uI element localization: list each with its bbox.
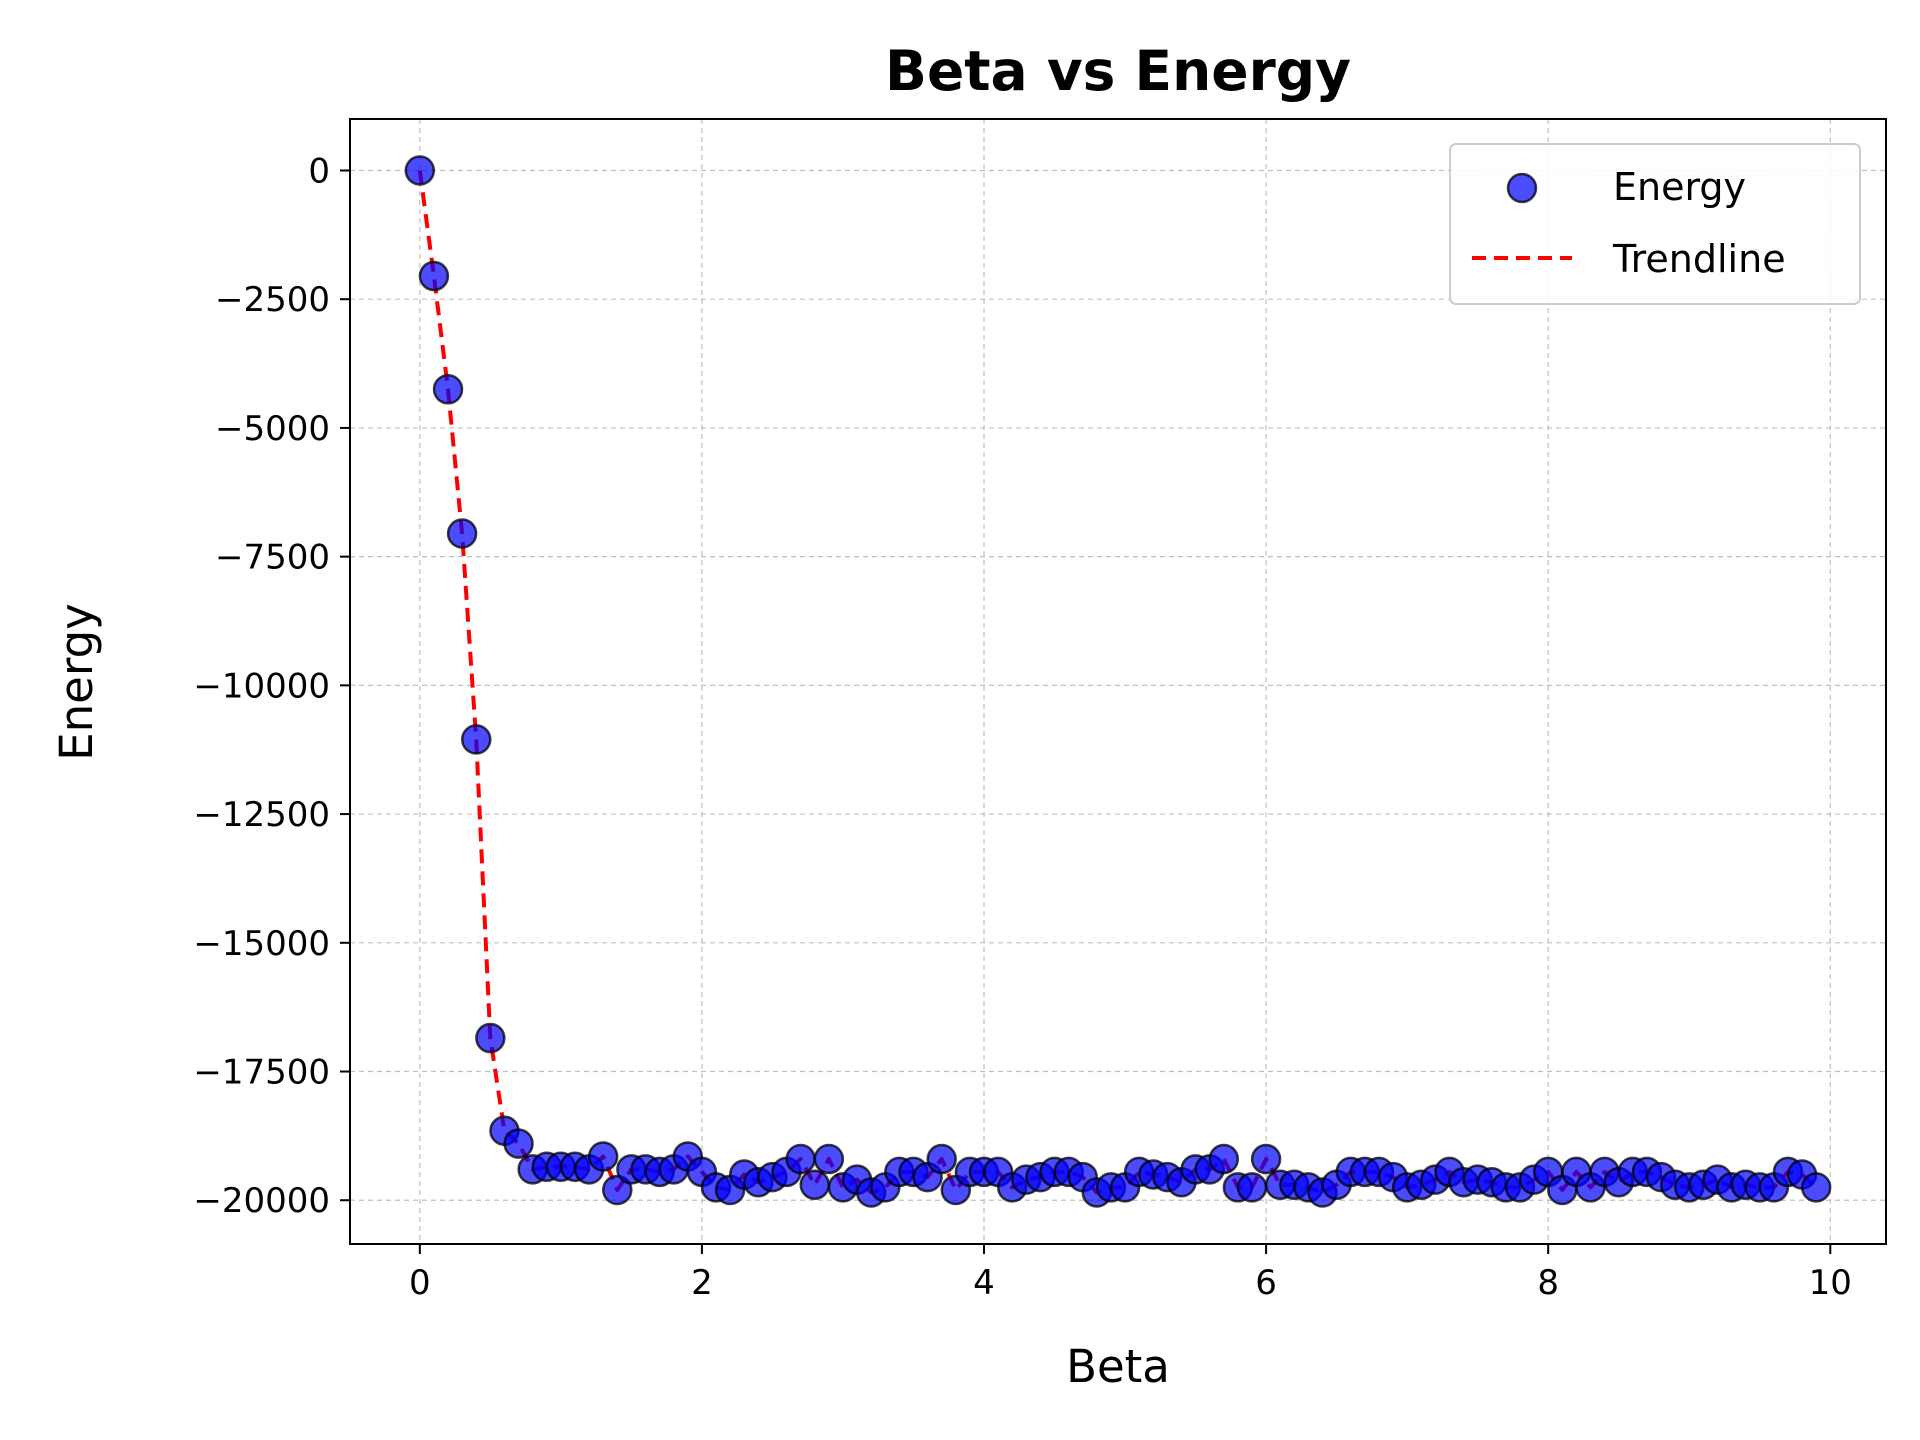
scatter-point [587, 1141, 619, 1172]
y-axis-label: Energy [50, 603, 103, 761]
y-axis-ticks: 0 −2500 −5000 −7500 −10000 −12500 −15000 −17500… [193, 151, 350, 1221]
legend-energy-label: Energy [1613, 165, 1746, 209]
x-tick-label: 0 [409, 1263, 431, 1303]
x-axis-label: Beta [1066, 1340, 1170, 1393]
x-tick-label: 2 [691, 1263, 713, 1303]
y-tick-label: −2500 [215, 280, 330, 320]
x-tick-label: 4 [973, 1263, 995, 1303]
y-tick-label: −20000 [193, 1181, 330, 1221]
scatter-layer [404, 155, 1832, 1208]
scatter-point [432, 374, 464, 405]
plot-frame [349, 118, 1887, 1245]
y-tick-label: −7500 [215, 538, 330, 578]
scatter-point [799, 1169, 830, 1201]
y-tick-label: −17500 [193, 1053, 330, 1093]
scatter-point [503, 1128, 534, 1159]
legend-energy-marker [1506, 172, 1538, 204]
chart-title: Beta vs Energy [885, 39, 1351, 103]
y-tick-label: −5000 [215, 409, 330, 449]
scatter-point [418, 260, 450, 292]
legend: Energy Trendline [1449, 143, 1861, 305]
scatter-point [446, 518, 478, 549]
scatter-point [602, 1174, 633, 1206]
scatter-point [1250, 1143, 1282, 1175]
x-tick-label: 10 [1809, 1263, 1852, 1303]
grid [350, 119, 1886, 1244]
legend-trendline-label: Trendline [1612, 237, 1786, 281]
scatter-point [460, 724, 492, 755]
scatter-point [1236, 1172, 1268, 1203]
x-tick-label: 6 [1255, 1263, 1277, 1303]
x-axis-ticks: 0 2 4 6 8 10 [409, 1244, 1852, 1303]
legend-box [1449, 143, 1861, 305]
scatter-point [813, 1143, 845, 1175]
y-tick-label: −10000 [193, 666, 330, 706]
scatter-point [404, 155, 436, 186]
scatter-point [475, 1022, 506, 1054]
x-tick-label: 8 [1537, 1263, 1559, 1303]
scatter-point [1208, 1143, 1240, 1175]
scatter-point [1800, 1172, 1832, 1203]
scatter-point [926, 1143, 957, 1175]
y-tick-label: 0 [308, 151, 330, 191]
y-tick-label: −15000 [193, 924, 330, 964]
y-tick-label: −12500 [193, 795, 330, 835]
scatter-point [785, 1143, 816, 1175]
